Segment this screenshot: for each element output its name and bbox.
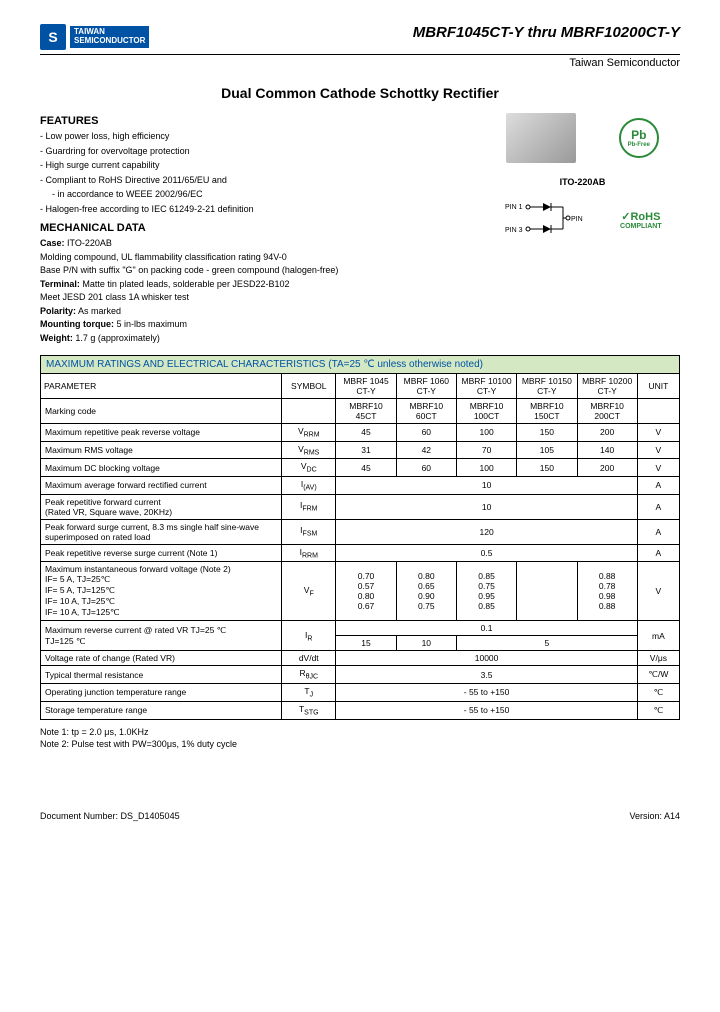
feature-item: Guardring for overvoltage protection	[40, 145, 465, 159]
table-row: Peak forward surge current, 8.3 ms singl…	[41, 519, 680, 544]
feature-item: Compliant to RoHS Directive 2011/65/EU a…	[40, 174, 465, 188]
table-title: MAXIMUM RATINGS AND ELECTRICAL CHARACTER…	[41, 356, 680, 374]
ratings-table: MAXIMUM RATINGS AND ELECTRICAL CHARACTER…	[40, 355, 680, 720]
part-number-title: MBRF1045CT-Y thru MBRF10200CT-Y	[413, 24, 680, 41]
features-list: Low power loss, high efficiency Guardrin…	[40, 130, 465, 216]
feature-item: High surge current capability	[40, 159, 465, 173]
table-row: Peak repetitive reverse surge current (N…	[41, 544, 680, 562]
col-header: PARAMETER	[41, 374, 282, 399]
table-row: Maximum average forward rectified curren…	[41, 477, 680, 495]
table-row: Voltage rate of change (Rated VR)dV/dt 1…	[41, 651, 680, 666]
mechanical-heading: MECHANICAL DATA	[40, 222, 465, 234]
table-row: Storage temperature rangeTSTG - 55 to +1…	[41, 701, 680, 719]
feature-item: Halogen-free according to IEC 61249-2-21…	[40, 203, 465, 217]
note-2: Note 2: Pulse test with PW=300μs, 1% dut…	[40, 738, 680, 751]
note-1: Note 1: tp = 2.0 μs, 1.0KHz	[40, 726, 680, 739]
table-row: Maximum RMS voltageVRMS 314270105140 V	[41, 441, 680, 459]
rohs-badge: ✓RoHS COMPLIANT	[620, 210, 662, 230]
features-heading: FEATURES	[40, 115, 465, 127]
logo-text: TAIWANSEMICONDUCTOR	[70, 26, 149, 48]
table-row: Typical thermal resistanceRθJC 3.5℃/W	[41, 666, 680, 684]
svg-text:PIN 1: PIN 1	[505, 204, 523, 211]
table-row: Marking code MBRF10 45CTMBRF10 60CTMBRF1…	[41, 399, 680, 424]
svg-text:PIN 3: PIN 3	[505, 227, 523, 234]
col-header: MBRF 10200 CT-Y	[577, 374, 637, 399]
notes: Note 1: tp = 2.0 μs, 1.0KHz Note 2: Puls…	[40, 726, 680, 751]
company-logo: S TAIWANSEMICONDUCTOR	[40, 24, 149, 50]
feature-item: Low power loss, high efficiency	[40, 130, 465, 144]
col-header: MBRF 10150 CT-Y	[517, 374, 577, 399]
svg-text:PIN 2: PIN 2	[571, 216, 583, 223]
product-title: Dual Common Cathode Schottky Rectifier	[40, 85, 680, 101]
col-header: MBRF 1045 CT-Y	[336, 374, 396, 399]
version: Version: A14	[629, 811, 680, 821]
col-header: MBRF 10100 CT-Y	[456, 374, 516, 399]
package-label: ITO-220AB	[560, 177, 606, 187]
package-image	[506, 113, 576, 163]
table-row: Maximum instantaneous forward voltage (N…	[41, 562, 680, 621]
circuit-diagram: PIN 1 PIN 2 PIN 3	[503, 197, 583, 242]
table-row: Peak repetitive forward current (Rated V…	[41, 494, 680, 519]
logo-icon: S	[40, 24, 66, 50]
table-row: Maximum reverse current @ rated VR TJ=25…	[41, 621, 680, 636]
table-row: Maximum repetitive peak reverse voltageV…	[41, 424, 680, 442]
pb-free-badge: Pb Pb-Free	[619, 118, 659, 158]
company-subtitle: Taiwan Semiconductor	[40, 57, 680, 69]
document-number: Document Number: DS_D1405045	[40, 811, 180, 821]
col-header: MBRF 1060 CT-Y	[396, 374, 456, 399]
table-row: Operating junction temperature rangeTJ -…	[41, 684, 680, 702]
table-row: Maximum DC blocking voltageVDC 456010015…	[41, 459, 680, 477]
feature-item: in accordance to WEEE 2002/96/EC	[52, 188, 465, 202]
col-header: UNIT	[637, 374, 679, 399]
mechanical-data: Case: ITO-220AB Molding compound, UL fla…	[40, 237, 465, 345]
col-header: SYMBOL	[282, 374, 336, 399]
